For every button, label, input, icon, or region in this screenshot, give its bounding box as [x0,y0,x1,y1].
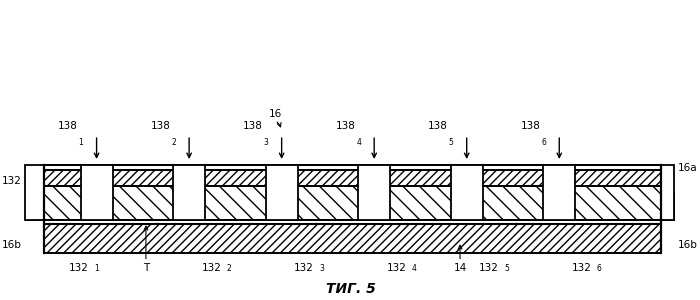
Text: 1: 1 [94,264,99,273]
Text: 14: 14 [454,263,467,273]
Bar [661,165,674,220]
Text: 4: 4 [356,138,361,147]
Text: T: T [143,263,149,273]
Bar [358,165,390,220]
Text: 138: 138 [150,121,170,131]
Text: 16a: 16a [678,163,697,173]
Text: 132: 132 [386,263,407,273]
Bar [25,165,44,220]
Text: 138: 138 [243,121,263,131]
Bar [44,186,661,220]
Text: 6: 6 [541,138,546,147]
Text: 132: 132 [479,263,499,273]
Text: 132: 132 [294,263,314,273]
Bar [661,191,674,220]
Text: 6: 6 [597,264,602,273]
Bar [265,165,298,220]
Text: 138: 138 [58,121,78,131]
Text: 138: 138 [521,121,540,131]
Text: 3: 3 [264,138,269,147]
Text: 132: 132 [202,263,221,273]
Text: 5: 5 [505,264,510,273]
Bar [25,191,44,220]
Text: 4: 4 [412,264,416,273]
Text: 2: 2 [227,264,232,273]
Text: 2: 2 [171,138,176,147]
Bar [451,165,483,220]
Text: 16: 16 [268,109,281,119]
Text: 16b: 16b [678,240,697,250]
Bar [543,165,575,220]
Text: 132: 132 [572,263,592,273]
Bar [44,224,661,253]
Bar [44,220,661,224]
Bar [44,169,661,186]
Bar [173,165,205,220]
Bar [44,165,661,169]
Text: 132: 132 [2,176,22,186]
Text: 5: 5 [449,138,454,147]
Text: 138: 138 [335,121,356,131]
Text: ΤИГ. 5: ΤИГ. 5 [326,282,376,296]
Bar [80,165,113,220]
Text: 138: 138 [428,121,448,131]
Text: 16b: 16b [2,240,22,250]
Text: 3: 3 [319,264,324,273]
Text: 1: 1 [78,138,83,147]
Text: 132: 132 [69,263,89,273]
